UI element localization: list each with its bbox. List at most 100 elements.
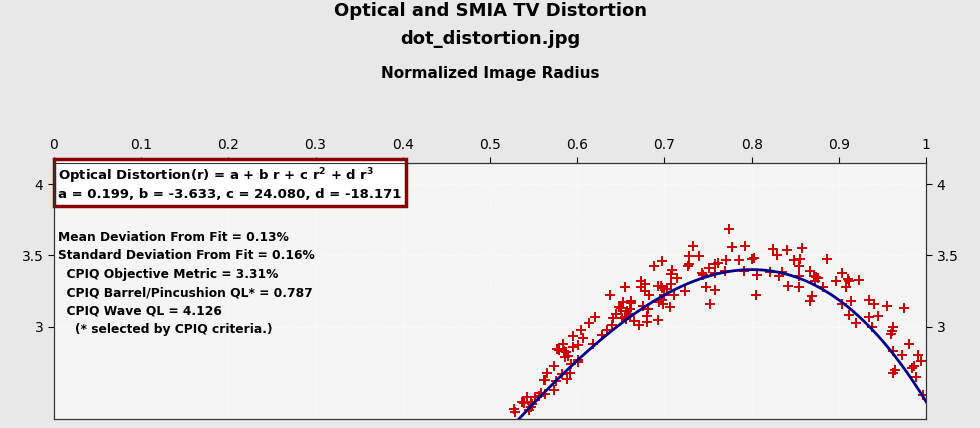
- Point: [585, 341, 601, 348]
- Point: [536, 376, 552, 383]
- Point: [654, 282, 669, 289]
- Point: [716, 268, 732, 275]
- Point: [523, 399, 539, 406]
- Point: [866, 301, 882, 308]
- Point: [561, 352, 576, 359]
- Point: [619, 307, 635, 314]
- Point: [594, 332, 610, 339]
- Point: [633, 283, 649, 290]
- Point: [613, 315, 629, 321]
- Point: [638, 288, 654, 294]
- Point: [641, 291, 657, 298]
- Point: [650, 283, 665, 290]
- Point: [531, 393, 547, 400]
- Point: [815, 284, 831, 291]
- Point: [885, 324, 901, 330]
- Point: [677, 288, 693, 294]
- Point: [698, 284, 713, 291]
- Point: [905, 365, 920, 372]
- Point: [724, 244, 740, 251]
- Point: [623, 299, 639, 306]
- Point: [761, 269, 777, 276]
- Point: [701, 265, 716, 271]
- Point: [521, 407, 537, 413]
- Point: [913, 357, 929, 364]
- Point: [518, 393, 534, 400]
- Point: [533, 390, 549, 397]
- Point: [781, 283, 797, 290]
- Point: [738, 242, 754, 249]
- Point: [702, 300, 717, 307]
- Point: [655, 296, 670, 303]
- Point: [651, 316, 666, 323]
- Point: [838, 284, 854, 291]
- Point: [557, 354, 572, 361]
- Point: [555, 340, 570, 347]
- Point: [623, 297, 639, 304]
- Point: [656, 291, 671, 298]
- Point: [828, 278, 844, 285]
- Point: [802, 298, 817, 305]
- Point: [810, 274, 826, 281]
- Point: [768, 252, 784, 259]
- Point: [841, 276, 857, 282]
- Point: [549, 345, 564, 352]
- Point: [750, 272, 765, 279]
- Point: [539, 369, 555, 376]
- Point: [708, 261, 723, 268]
- Point: [655, 285, 670, 291]
- Point: [792, 255, 808, 262]
- Point: [834, 270, 850, 277]
- Point: [605, 314, 620, 321]
- Point: [720, 225, 736, 232]
- Point: [843, 297, 858, 304]
- Point: [633, 278, 649, 285]
- Point: [860, 297, 876, 304]
- Point: [602, 291, 617, 298]
- Point: [791, 272, 807, 279]
- Point: [805, 293, 820, 300]
- Point: [575, 334, 591, 341]
- Point: [587, 313, 603, 320]
- Point: [616, 284, 632, 291]
- Point: [570, 342, 586, 348]
- Point: [885, 369, 901, 376]
- Point: [556, 348, 571, 354]
- Point: [615, 299, 631, 306]
- Point: [864, 323, 880, 330]
- Point: [570, 357, 586, 363]
- Point: [908, 374, 924, 380]
- Point: [765, 246, 781, 253]
- Point: [548, 377, 564, 384]
- Point: [655, 258, 670, 265]
- Point: [770, 272, 786, 279]
- Point: [622, 306, 638, 313]
- Point: [640, 318, 656, 325]
- Point: [807, 273, 822, 280]
- Point: [879, 303, 895, 310]
- Point: [861, 313, 877, 320]
- Point: [570, 359, 586, 366]
- Point: [666, 292, 682, 299]
- Point: [612, 305, 628, 312]
- Point: [514, 399, 530, 406]
- Point: [546, 387, 562, 394]
- Point: [870, 312, 886, 319]
- Point: [641, 306, 657, 313]
- Point: [663, 271, 679, 278]
- Point: [851, 276, 866, 283]
- Point: [802, 268, 817, 275]
- Point: [508, 408, 523, 415]
- Point: [680, 262, 696, 269]
- Point: [537, 376, 553, 383]
- Point: [516, 400, 532, 407]
- Point: [897, 305, 912, 312]
- Point: [849, 320, 864, 327]
- Point: [635, 303, 651, 309]
- Point: [819, 256, 835, 263]
- Point: [608, 311, 623, 318]
- Point: [748, 291, 763, 298]
- Point: [558, 348, 573, 355]
- Text: Mean Deviation From Fit = 0.13%
Standard Deviation From Fit = 0.16%
  CPIQ Objec: Mean Deviation From Fit = 0.13% Standard…: [58, 231, 315, 336]
- Text: Normalized Image Radius: Normalized Image Radius: [381, 66, 599, 81]
